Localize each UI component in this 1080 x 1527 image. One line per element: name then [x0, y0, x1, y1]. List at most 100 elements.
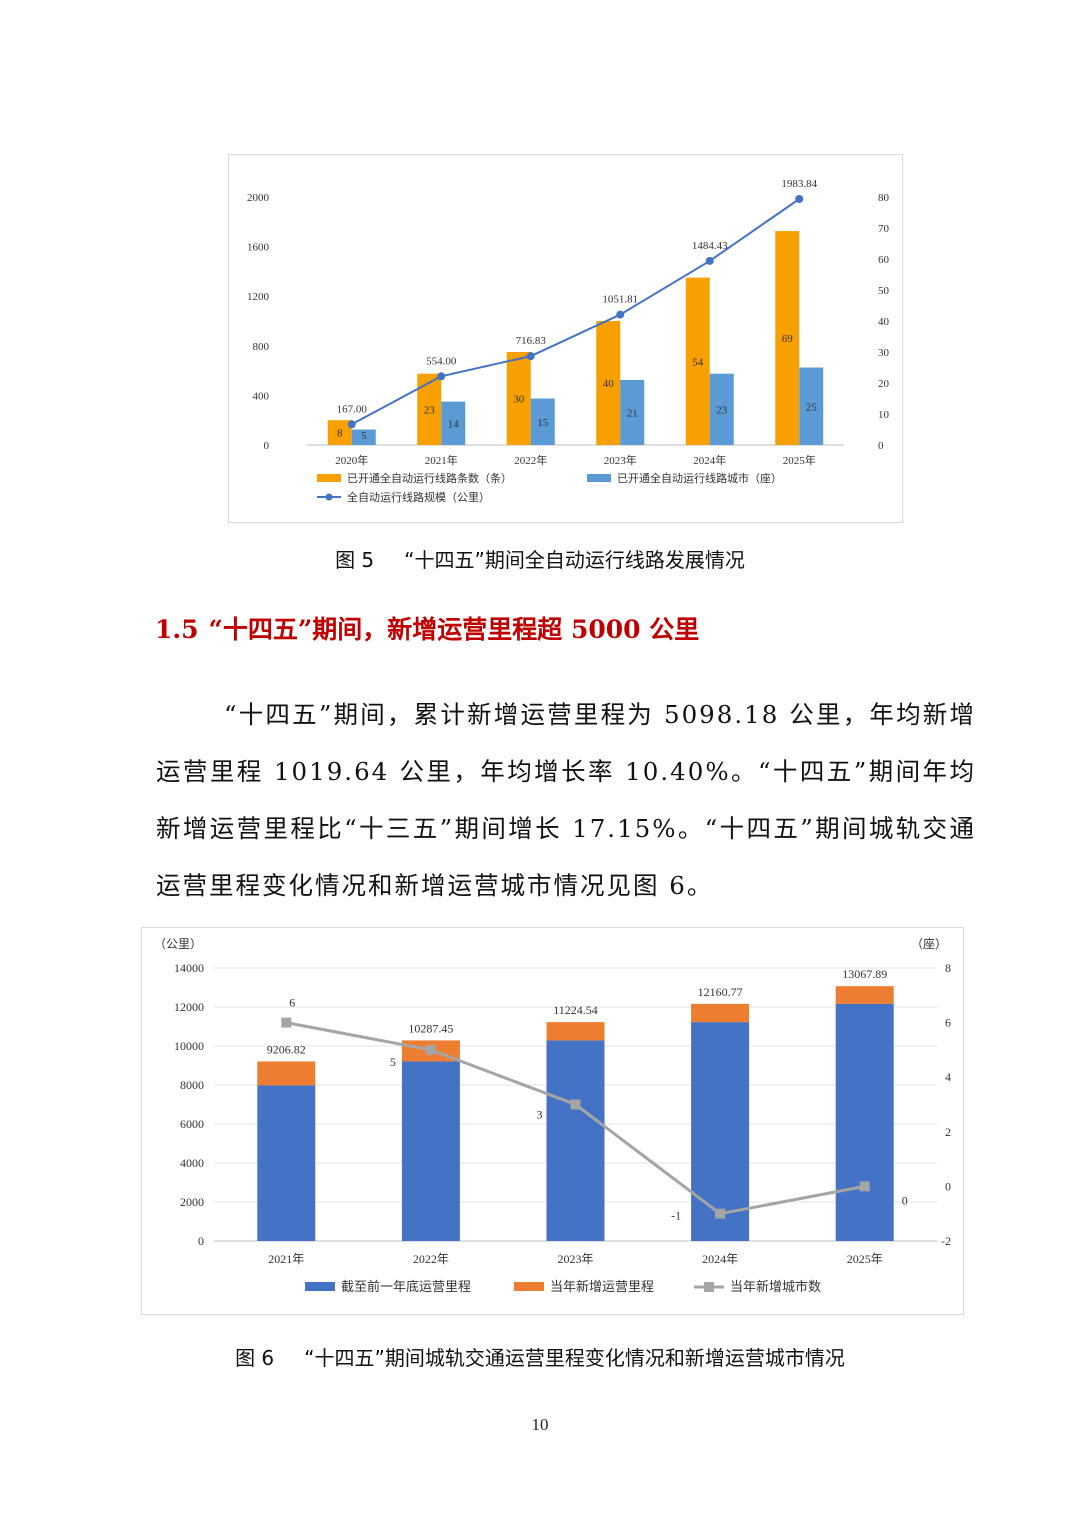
x-axis-tick-label: 2022年 — [514, 453, 547, 467]
figure-5-caption-text: “十四五”期间全自动运行线路发展情况 — [404, 548, 745, 572]
section-heading: 1.5 “十四五”期间，新增运营里程超 5000 公里 — [155, 610, 699, 646]
line-point — [795, 195, 804, 204]
left-axis-tick-label: 1200 — [247, 291, 270, 303]
x-axis-tick-label: 2024年 — [702, 1252, 738, 1266]
figure-6-caption-number: 图 6 — [235, 1346, 275, 1370]
x-axis-tick-label: 2021年 — [268, 1252, 304, 1266]
line-point — [616, 310, 625, 319]
bar-value-label: 15 — [537, 417, 549, 429]
left-axis-tick-label: 800 — [253, 341, 270, 353]
left-axis-tick-label: 14000 — [174, 961, 204, 975]
legend-label: 全自动运行线路规模（公里） — [347, 490, 490, 504]
legend-swatch-marker — [325, 493, 333, 501]
bar-existing-mileage — [835, 1003, 894, 1241]
right-axis-tick-label: 50 — [878, 285, 890, 297]
line-value-label: 167.00 — [337, 403, 368, 415]
legend-swatch-new-mileage — [514, 1282, 544, 1291]
bar-total-label: 12160.77 — [698, 985, 743, 999]
line-value-label: 554.00 — [426, 355, 457, 367]
left-axis-tick-label: 0 — [198, 1234, 204, 1248]
figure-6-chart: （公里） （座） 0 2000 4000 6000 8000 10000 12000 14000 -… — [141, 927, 964, 1315]
left-axis-tick-label: 4000 — [180, 1156, 204, 1170]
legend-swatch-line-count — [317, 474, 341, 482]
right-axis-tick-label: 0 — [878, 440, 884, 452]
line-point — [425, 1044, 436, 1055]
x-axis-tick-label: 2023年 — [557, 1252, 593, 1266]
figure-6-svg: （公里） （座） 0 2000 4000 6000 8000 10000 12000 14000 -… — [154, 936, 951, 1294]
bar-existing-mileage — [546, 1040, 605, 1241]
bar-line-count — [327, 420, 352, 445]
line-value-label: 1983.84 — [781, 178, 817, 190]
bar-value-label: 14 — [448, 418, 460, 430]
line-point — [859, 1181, 870, 1192]
legend-label: 已开通全自动运行线路条数（条） — [347, 471, 512, 485]
bar-new-mileage — [257, 1061, 316, 1086]
bar-line-count — [596, 321, 621, 445]
figure-6-caption: 图 6 “十四五”期间城轨交通运营里程变化情况和新增运营城市情况 — [0, 1342, 1080, 1371]
line-series-scale — [351, 198, 800, 426]
bar-value-label: 23 — [716, 404, 728, 416]
bar-new-mileage — [835, 986, 894, 1004]
bar-city-count — [530, 398, 555, 445]
bar-value-label: 23 — [424, 404, 436, 416]
line-point — [281, 1017, 292, 1028]
bar-total-label: 10287.45 — [408, 1021, 453, 1035]
bar-line-count — [506, 352, 531, 445]
bar-new-mileage — [691, 1003, 750, 1023]
bar-city-count — [799, 367, 824, 445]
bar-total-label: 13067.89 — [842, 967, 887, 981]
body-paragraph: “十四五”期间，累计新增运营里程为 5098.18 公里，年均新增运营里程 10… — [156, 700, 976, 900]
figure-5-chart: 0 400 800 1200 1600 2000 0 10 20 30 40 50 60 70 80 8 5 20… — [228, 154, 903, 523]
right-axis-tick-label: 60 — [878, 254, 890, 266]
line-value-label: 6 — [289, 996, 295, 1010]
line-value-label: 1051.81 — [602, 294, 638, 306]
right-axis-tick-label: 6 — [945, 1016, 951, 1030]
figure-5-caption-number: 图 5 — [335, 548, 375, 572]
figure-6-caption-text: “十四五”期间城轨交通运营里程变化情况和新增运营城市情况 — [304, 1346, 845, 1370]
x-axis-tick-label: 2024年 — [693, 453, 726, 467]
line-value-label: 3 — [537, 1108, 543, 1122]
bar-value-label: 8 — [337, 428, 343, 440]
x-axis-tick-label: 2022年 — [413, 1252, 449, 1266]
right-axis-tick-label: 20 — [878, 378, 890, 390]
left-axis-tick-label: 8000 — [180, 1078, 204, 1092]
bar-value-label: 40 — [603, 378, 615, 390]
right-axis-tick-label: -2 — [941, 1234, 951, 1248]
right-axis-unit: （座） — [911, 936, 947, 951]
right-axis-tick-label: 10 — [878, 409, 890, 421]
line-value-label: 0 — [902, 1193, 908, 1207]
bar-value-label: 5 — [361, 430, 367, 442]
x-axis-tick-label: 2020年 — [335, 453, 368, 467]
bar-city-count — [709, 373, 734, 445]
x-axis-tick-label: 2021年 — [425, 453, 458, 467]
bar-value-label: 69 — [782, 333, 794, 345]
section-number: 1.5 — [155, 615, 199, 644]
bar-value-label: 25 — [806, 401, 818, 413]
right-axis-tick-label: 70 — [878, 223, 890, 235]
left-axis-tick-label: 2000 — [180, 1195, 204, 1209]
line-value-label: 1484.43 — [692, 240, 728, 252]
figure-5-caption: 图 5 “十四五”期间全自动运行线路发展情况 — [0, 544, 1080, 573]
left-axis-tick-label: 400 — [253, 390, 270, 402]
section-title: “十四五”期间，新增运营里程超 5000 公里 — [208, 615, 700, 644]
line-point — [705, 256, 714, 265]
line-point — [715, 1208, 726, 1219]
right-axis-tick-label: 0 — [945, 1179, 951, 1193]
legend-label: 当年新增运营里程 — [550, 1279, 654, 1294]
line-point — [570, 1099, 581, 1110]
legend-swatch-city-count — [587, 474, 611, 482]
bar-city-count — [351, 429, 376, 445]
legend-label: 已开通全自动运行线路城市（座） — [617, 471, 782, 485]
right-axis-tick-label: 80 — [878, 192, 890, 204]
bar-existing-mileage — [401, 1061, 460, 1241]
bar-value-label: 54 — [692, 356, 704, 368]
right-axis-tick-label: 2 — [945, 1125, 951, 1139]
bar-city-count — [441, 401, 466, 445]
line-value-label: 716.83 — [516, 335, 547, 347]
bar-existing-mileage — [691, 1022, 750, 1241]
left-axis-tick-label: 10000 — [174, 1039, 204, 1053]
legend-label: 当年新增城市数 — [730, 1279, 821, 1294]
x-axis-tick-label: 2025年 — [847, 1252, 883, 1266]
x-axis-tick-label: 2025年 — [783, 453, 816, 467]
bar-total-label: 11224.54 — [553, 1003, 598, 1017]
